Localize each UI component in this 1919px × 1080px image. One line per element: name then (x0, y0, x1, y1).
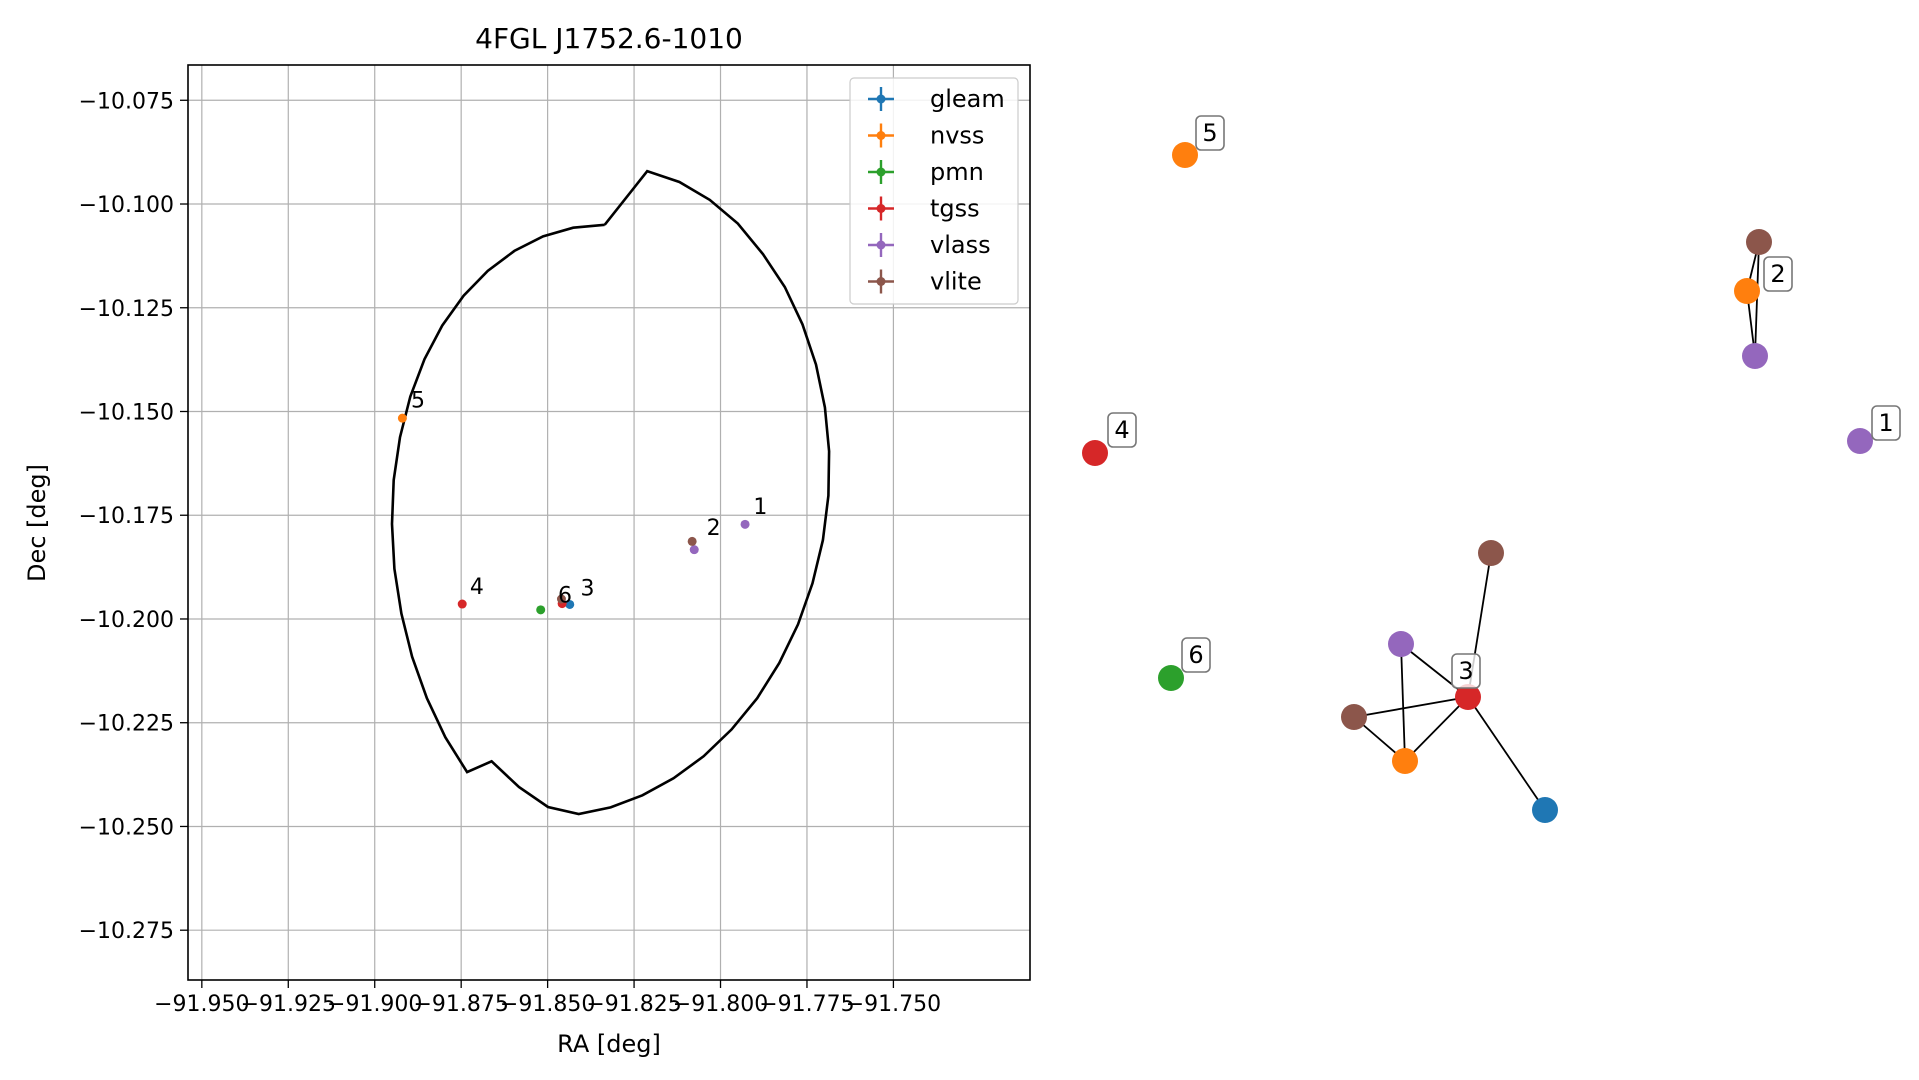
y-tick-label: −10.225 (79, 712, 174, 737)
point-annotation: 2 (707, 516, 721, 541)
node-label: 3 (1458, 657, 1473, 685)
graph-node (1172, 142, 1198, 168)
point-nvss (397, 413, 407, 423)
graph-edge (1404, 696, 1469, 762)
legend-marker-dot (876, 131, 886, 140)
graph-node (1158, 665, 1184, 691)
legend-label-vlite: vlite (930, 268, 982, 296)
network-panel: 1 2 3 4 5 6 (1082, 115, 1901, 823)
legend-label-pmn: pmn (930, 158, 984, 186)
point-gleam (565, 599, 575, 609)
legend-label-nvss: nvss (930, 122, 984, 150)
graph-node (1388, 631, 1414, 657)
legend: gleam nvss pmn tgss vlass vlite (849, 77, 1019, 305)
legend-label-gleam: gleam (930, 85, 1005, 113)
node-label-box (1871, 405, 1901, 441)
legend-label-tgss: tgss (930, 195, 980, 223)
x-tick-label: −91.875 (413, 992, 508, 1017)
node-label: 6 (1188, 641, 1203, 669)
y-tick-label: −10.150 (79, 400, 174, 425)
graph-node (1392, 748, 1418, 774)
graph-node (1455, 684, 1481, 710)
y-tick-label: −10.075 (79, 89, 174, 114)
graph-node (1082, 440, 1108, 466)
node-label: 5 (1202, 119, 1217, 147)
x-tick-label: −91.750 (846, 992, 941, 1017)
point-pmn (536, 605, 546, 615)
y-tick-label: −10.275 (79, 919, 174, 944)
y-ticks: −10.075 −10.100 −10.125 −10.150 −10.175 −10.2… (79, 89, 188, 944)
legend-label-vlass: vlass (930, 231, 991, 259)
error-ellipse (390, 169, 831, 816)
graph-edge (1400, 643, 1406, 762)
legend-marker-dot (876, 94, 886, 104)
x-ticks: −91.950−91.925−91.900−91.875−91.850−91.8… (154, 980, 941, 1017)
point-vlass (689, 545, 699, 555)
graph-node (1742, 343, 1768, 369)
x-axis-label: RA [deg] (557, 1030, 661, 1058)
error-ellipse-layer (390, 169, 831, 816)
point-annotation: 4 (470, 575, 484, 600)
x-tick-label: −91.900 (327, 992, 422, 1017)
graph-edge (1467, 696, 1546, 811)
point-tgss (457, 599, 467, 609)
graph-node (1532, 797, 1558, 823)
graph-node (1341, 704, 1367, 730)
point-vlite (556, 594, 566, 604)
graph-node (1847, 428, 1873, 454)
y-tick-label: −10.200 (79, 608, 174, 633)
node-label: 1 (1878, 409, 1893, 437)
legend-marker-dot (876, 167, 886, 177)
x-tick-label: −91.800 (673, 992, 768, 1017)
point-annotation: 1 (753, 495, 767, 520)
graph-node (1478, 540, 1504, 566)
legend-marker-dot (876, 240, 886, 250)
x-tick-label: −91.850 (500, 992, 595, 1017)
node-label-box (1107, 412, 1137, 448)
point-annotation: 6 (558, 583, 572, 608)
point-vlass (740, 519, 750, 529)
plot-frame (187, 64, 1031, 981)
y-tick-label: −10.100 (79, 193, 174, 218)
node-labels-layer: 1 2 3 4 5 6 (1107, 115, 1901, 689)
node-label-box (1195, 115, 1225, 151)
points-layer (397, 413, 750, 615)
graph-node (1734, 278, 1760, 304)
y-tick-label: −10.175 (79, 504, 174, 529)
legend-marker-dot (876, 277, 886, 286)
node-label-box (1763, 256, 1793, 292)
y-tick-label: −10.250 (79, 815, 174, 840)
node-label-box (1181, 637, 1211, 673)
edges-layer (1353, 241, 1760, 811)
node-label-box (1451, 653, 1481, 689)
y-axis-label: Dec [deg] (23, 464, 51, 582)
node-label: 2 (1770, 260, 1785, 288)
point-annotation: 5 (411, 388, 425, 413)
x-tick-label: −91.825 (586, 992, 681, 1017)
x-tick-label: −91.950 (154, 992, 249, 1017)
node-label: 4 (1114, 416, 1129, 444)
y-tick-label: −10.125 (79, 297, 174, 322)
chart-title: 4FGL J1752.6-1010 (475, 22, 743, 55)
graph-node (1746, 229, 1772, 255)
point-annotation: 3 (580, 576, 594, 601)
x-tick-label: −91.775 (759, 992, 854, 1017)
graph-edge (1353, 696, 1469, 718)
x-tick-label: −91.925 (241, 992, 336, 1017)
annotations-layer: 1 2 3 4 5 6 (411, 388, 767, 608)
legend-marker-dot (876, 204, 886, 213)
nodes-layer (1082, 142, 1873, 823)
grid (188, 65, 1030, 980)
point-vlite (687, 536, 697, 546)
